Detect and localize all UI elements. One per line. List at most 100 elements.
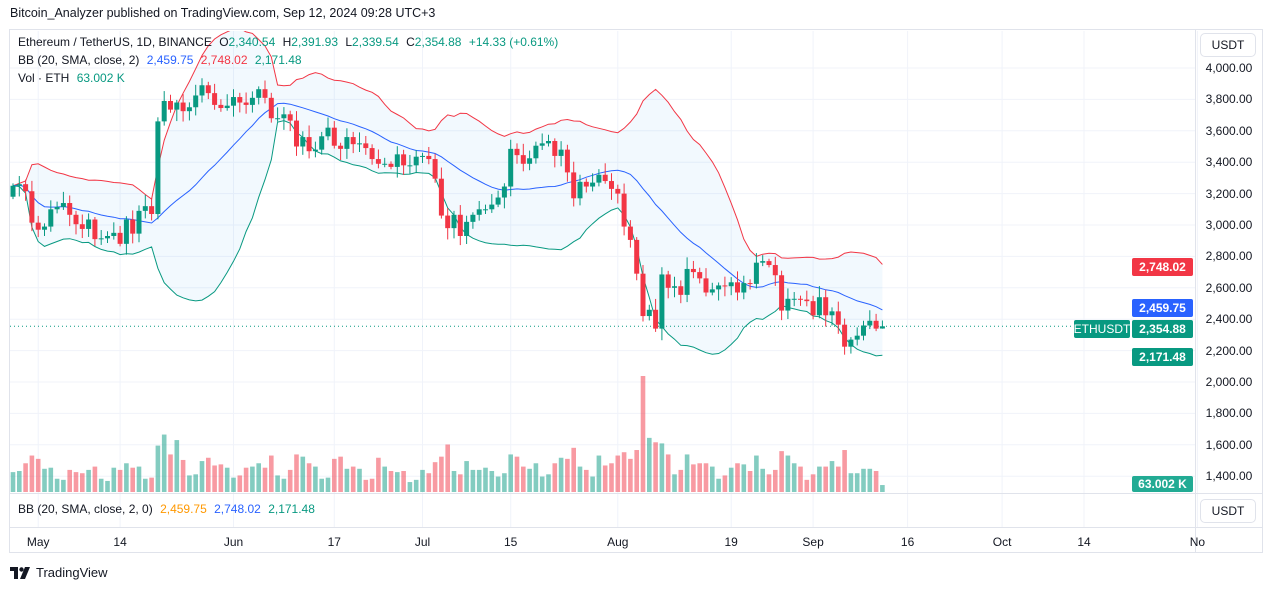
volume-bar (552, 463, 558, 492)
volume-bar (332, 458, 337, 492)
price-tick: 2,000.00 (1205, 375, 1253, 389)
candle-body (577, 181, 583, 199)
candle-body (703, 278, 709, 293)
bb-upper-price-label: 2,748.02 (1132, 258, 1193, 276)
symbol-price-label: ETHUSDT (1073, 320, 1131, 338)
symbol-legend[interactable]: Ethereum / TetherUS, 1D, BINANCE O2,340.… (18, 35, 559, 49)
date-axis-border (10, 527, 1263, 528)
candle-body (514, 148, 520, 156)
volume-bar (218, 464, 224, 492)
tradingview-logo[interactable]: TradingView (10, 565, 108, 580)
bb-pane-legend[interactable]: BB (20, SMA, close, 2, 0) 2,459.75 2,748… (18, 502, 315, 516)
volume-bar (262, 467, 268, 492)
candle-body (810, 301, 816, 316)
volume-bar (533, 463, 539, 492)
candle-body (388, 163, 394, 167)
bb-band-fill (13, 31, 883, 356)
candle-body (653, 309, 659, 329)
volume-bar (678, 469, 684, 492)
candle-body (35, 222, 41, 230)
volume-bar (237, 475, 243, 492)
currency-unit-button[interactable]: USDT (1200, 33, 1256, 57)
candle-body (350, 137, 356, 145)
date-tick: 17 (327, 535, 341, 549)
candle-body (407, 165, 413, 167)
candle-body (665, 274, 671, 288)
bb-lower-value: 2,171.48 (254, 53, 302, 67)
price-tick: 3,000.00 (1205, 218, 1253, 232)
bb-lower-price-label: 2,171.48 (1132, 348, 1193, 366)
volume-bar (539, 476, 545, 492)
candle-body (29, 191, 35, 223)
candle-body (16, 184, 22, 186)
published-caption: Bitcoin_Analyzer published on TradingVie… (10, 6, 436, 20)
candle-body (193, 95, 199, 108)
volume-bar (325, 477, 331, 492)
volume-bar (73, 472, 79, 492)
date-tick: 14 (1077, 535, 1091, 549)
candle-body (394, 154, 400, 167)
volume-bar (168, 454, 173, 492)
candle-body (294, 120, 299, 147)
date-tick: Jun (223, 535, 244, 549)
candle-body (111, 232, 117, 236)
volume-bar (842, 450, 847, 492)
volume-bar (281, 478, 287, 492)
volume-bar (29, 455, 35, 492)
candle-body (861, 325, 866, 336)
close-value: 2,354.88 (414, 35, 462, 49)
volume-bar (577, 466, 583, 492)
volume-bar (521, 466, 526, 492)
volume-bar (136, 466, 142, 492)
price-tick: 2,600.00 (1205, 280, 1253, 295)
volume-bar (710, 466, 715, 492)
candle-body (489, 204, 495, 210)
candle-body (123, 219, 129, 244)
date-tick: May (26, 535, 50, 549)
candle-body (451, 214, 457, 229)
candle-body (86, 219, 92, 229)
candle-body (382, 163, 388, 165)
candle-body (312, 149, 318, 152)
volume-bar (243, 467, 249, 492)
bb-legend[interactable]: BB (20, SMA, close, 2) 2,459.75 2,748.02… (18, 53, 302, 67)
volume-bar (376, 457, 381, 492)
volume-bar (502, 473, 507, 492)
volume-bar (722, 475, 728, 492)
volume-bar (117, 469, 123, 492)
candle-body (615, 188, 621, 194)
volume-bar (344, 468, 350, 492)
volume-bar (338, 456, 343, 492)
candle-body (73, 214, 79, 225)
pane-divider[interactable] (10, 493, 1263, 494)
candle-body (205, 85, 211, 94)
volume-legend[interactable]: Vol · ETH 63.002 K (18, 71, 125, 85)
candle-body (709, 289, 715, 293)
candle-body (533, 145, 539, 159)
volume-bar (527, 468, 532, 492)
date-tick: Sep (802, 535, 824, 549)
volume-bar (609, 463, 614, 492)
volume-bar (306, 463, 312, 492)
candle-body (602, 174, 608, 182)
volume-bar (836, 466, 841, 492)
bb-pane-unit-button[interactable]: USDT (1200, 499, 1256, 523)
candle-body (174, 102, 180, 110)
volume-bar (143, 478, 148, 492)
date-tick: 14 (113, 535, 127, 549)
candle-body (495, 197, 501, 205)
volume-bar (684, 454, 690, 492)
candle-body (413, 156, 419, 166)
candle-body (842, 324, 848, 347)
volume-bar (791, 463, 797, 492)
candle-body (199, 85, 205, 96)
volume-bar (854, 473, 860, 492)
volume-bar (413, 479, 419, 492)
candle-body (596, 174, 602, 183)
open-value: 2,340.54 (228, 35, 276, 49)
volume-bar (149, 477, 154, 492)
candle-body (854, 335, 860, 340)
volume-bar (67, 469, 72, 492)
candle-body (464, 221, 470, 236)
